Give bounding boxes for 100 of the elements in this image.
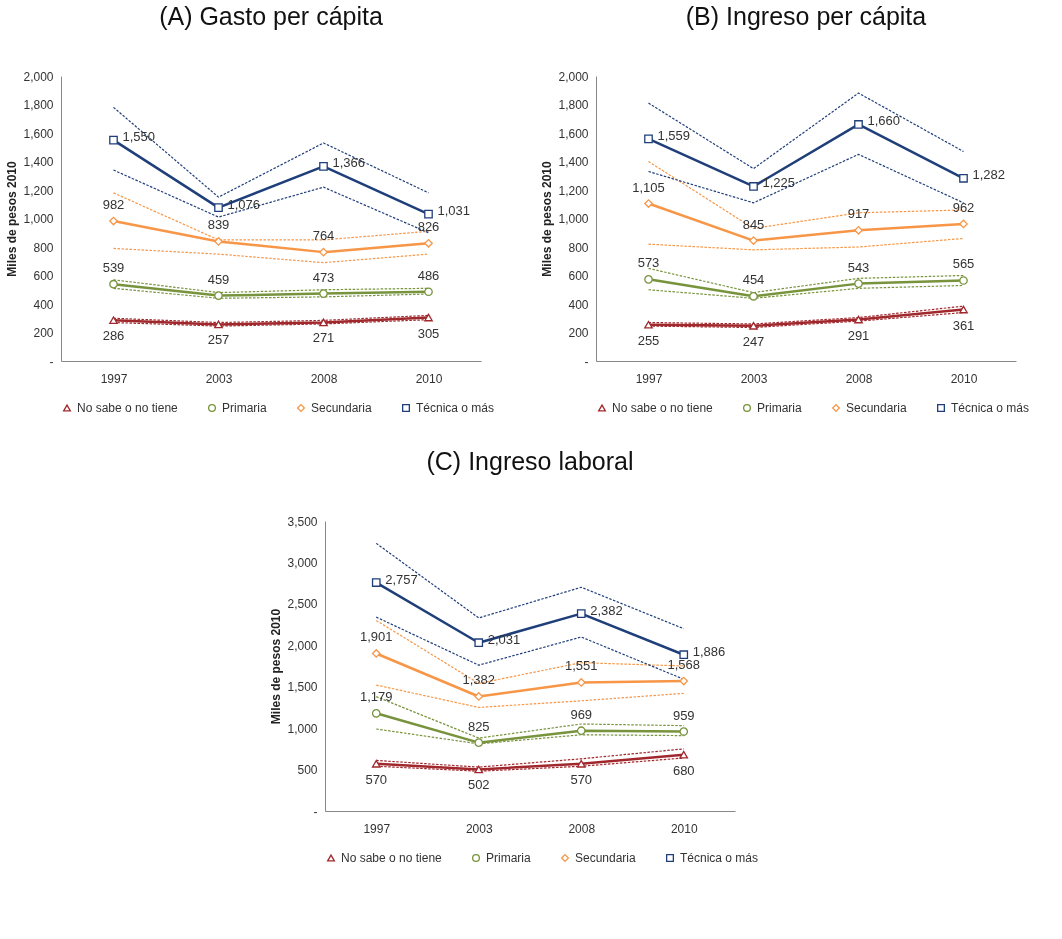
y-tick-label: 3,000 bbox=[286, 555, 318, 570]
data-label: 1,568 bbox=[666, 657, 700, 673]
data-label: 361 bbox=[952, 317, 975, 333]
legend-label: Secundaria bbox=[846, 401, 908, 415]
y-tick-label: 2,000 bbox=[286, 638, 318, 653]
y-tick-label: 600 bbox=[33, 269, 54, 283]
data-label: 1,550 bbox=[122, 129, 156, 145]
data-label: 473 bbox=[312, 269, 335, 285]
x-tick-label: 2008 bbox=[310, 371, 338, 386]
data-label: 1,382 bbox=[461, 672, 495, 688]
x-tick-label: 2010 bbox=[670, 821, 698, 836]
data-label: 570 bbox=[364, 771, 387, 787]
data-label: 271 bbox=[312, 330, 335, 346]
data-label: 2,382 bbox=[589, 602, 623, 618]
chart-title: (B) Ingreso per cápita bbox=[685, 2, 927, 30]
y-tick-label: 1,600 bbox=[558, 126, 589, 141]
data-label: 1,282 bbox=[972, 167, 1006, 183]
data-label: 543 bbox=[847, 259, 870, 275]
data-label: 286 bbox=[102, 328, 125, 344]
y-axis-title: Miles de pesos 2010 bbox=[540, 160, 555, 277]
data-label: 247 bbox=[742, 333, 765, 349]
y-tick-label: - bbox=[584, 354, 589, 369]
data-label: 255 bbox=[637, 332, 660, 348]
y-tick-label: - bbox=[49, 354, 54, 369]
y-tick-label: 800 bbox=[568, 240, 589, 255]
y-tick-label: 1,400 bbox=[558, 155, 589, 169]
x-tick-label: 2003 bbox=[740, 371, 768, 386]
chart-title: (A) Gasto per cápita bbox=[159, 2, 383, 30]
y-tick-label: 1,000 bbox=[286, 721, 318, 736]
y-tick-label: 1,000 bbox=[23, 212, 54, 226]
x-tick-label: 1997 bbox=[362, 821, 390, 836]
y-tick-label: 1,800 bbox=[23, 98, 54, 112]
y-tick-label: 1,200 bbox=[558, 183, 589, 198]
legend-label: No sabe o no tiene bbox=[340, 851, 442, 865]
x-tick-label: 2008 bbox=[845, 371, 873, 386]
x-tick-label: 1997 bbox=[100, 371, 128, 386]
data-label: 825 bbox=[467, 718, 490, 734]
data-label: 917 bbox=[847, 206, 870, 222]
y-tick-label: 2,000 bbox=[23, 69, 54, 84]
y-tick-label: 600 bbox=[568, 269, 589, 283]
legend-label: Primaria bbox=[757, 401, 802, 415]
data-label: 680 bbox=[672, 762, 695, 778]
x-tick-label: 2008 bbox=[567, 821, 595, 836]
data-label: 969 bbox=[569, 706, 592, 722]
legend-label: Secundaria bbox=[311, 401, 373, 415]
chart-title: (C) Ingreso laboral bbox=[425, 447, 634, 475]
data-label: 1,179 bbox=[359, 689, 393, 705]
data-label: 565 bbox=[952, 256, 975, 272]
y-tick-label: 400 bbox=[568, 297, 589, 312]
data-label: 1,886 bbox=[692, 643, 725, 659]
y-axis-title: Miles de pesos 2010 bbox=[5, 160, 20, 277]
y-axis-title: Miles de pesos 2010 bbox=[268, 608, 283, 725]
y-tick-label: 1,000 bbox=[558, 212, 589, 226]
y-tick-label: 200 bbox=[568, 326, 589, 340]
legend-label: Técnica o más bbox=[951, 401, 1030, 415]
data-label: 2,031 bbox=[487, 631, 520, 647]
y-tick-label: 3,500 bbox=[286, 514, 318, 529]
legend-label: No sabe o no tiene bbox=[612, 401, 714, 415]
data-label: 1,031 bbox=[437, 203, 471, 219]
data-label: 845 bbox=[742, 216, 765, 232]
legend-label: Técnica o más bbox=[679, 851, 758, 865]
data-label: 764 bbox=[312, 228, 335, 244]
legend-label: Secundaria bbox=[574, 851, 636, 865]
data-label: 305 bbox=[417, 325, 440, 341]
data-label: 839 bbox=[207, 217, 230, 233]
x-tick-label: 1997 bbox=[635, 371, 663, 386]
y-tick-label: 2,500 bbox=[286, 597, 318, 612]
y-tick-label: 200 bbox=[33, 326, 54, 340]
data-label: 486 bbox=[417, 267, 440, 283]
y-tick-label: 500 bbox=[296, 763, 318, 778]
y-tick-label: 400 bbox=[33, 297, 54, 312]
data-label: 1,901 bbox=[359, 629, 393, 645]
data-label: 502 bbox=[467, 777, 490, 793]
data-label: 291 bbox=[847, 327, 870, 343]
x-tick-label: 2003 bbox=[465, 821, 493, 836]
data-label: 1,105 bbox=[632, 179, 665, 195]
data-label: 257 bbox=[207, 332, 230, 348]
data-label: 454 bbox=[742, 272, 765, 288]
data-label: 1,551 bbox=[564, 658, 598, 674]
legend-label: Primaria bbox=[485, 851, 531, 865]
data-label: 570 bbox=[569, 771, 592, 787]
data-label: 962 bbox=[952, 199, 975, 215]
data-label: 459 bbox=[207, 271, 230, 287]
data-label: 959 bbox=[672, 707, 695, 723]
y-tick-label: 800 bbox=[33, 240, 54, 255]
x-tick-label: 2010 bbox=[950, 371, 978, 386]
data-label: 1,559 bbox=[657, 127, 691, 143]
legend-label: Técnica o más bbox=[416, 401, 495, 415]
y-tick-label: 2,000 bbox=[558, 69, 589, 84]
y-tick-label: 1,800 bbox=[558, 98, 589, 112]
data-label: 1,225 bbox=[762, 175, 796, 191]
data-label: 2,757 bbox=[384, 571, 418, 587]
data-label: 1,366 bbox=[332, 155, 366, 171]
y-tick-label: 1,400 bbox=[23, 155, 54, 169]
y-tick-label: 1,600 bbox=[23, 126, 54, 141]
data-label: 539 bbox=[102, 260, 125, 276]
data-label: 826 bbox=[417, 219, 440, 235]
x-tick-label: 2010 bbox=[415, 371, 443, 386]
legend-label: Primaria bbox=[222, 401, 267, 415]
data-label: 1,660 bbox=[867, 113, 901, 129]
